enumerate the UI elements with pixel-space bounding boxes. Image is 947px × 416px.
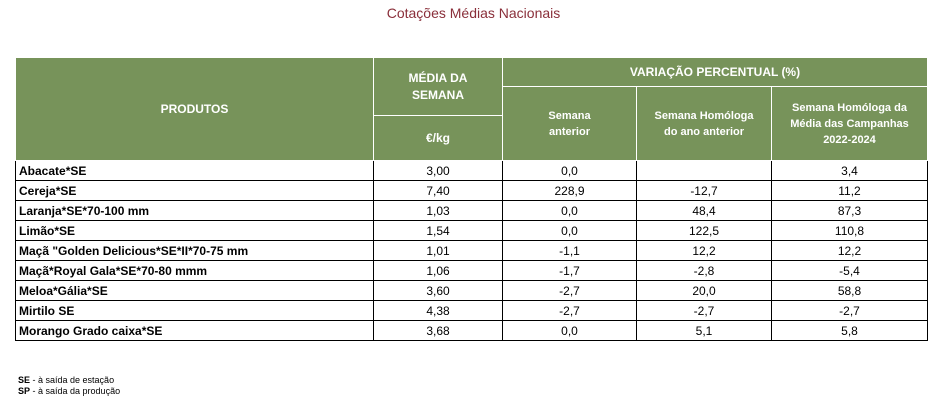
cell-media: 3,68: [373, 320, 503, 341]
table-row: Maçã "Golden Delicious*SE*II*70-75 mm 1,0…: [15, 240, 928, 261]
cell-anterior: 0,0: [502, 220, 637, 241]
cell-media: 3,60: [373, 280, 503, 301]
cell-media: 3,00: [373, 160, 503, 181]
cell-campanhas: 110,8: [771, 220, 928, 241]
header-campanhas: Semana Homóloga da Média das Campanhas 2…: [771, 86, 928, 161]
cell-anterior: -1,7: [502, 260, 637, 281]
cell-anterior: 0,0: [502, 160, 637, 181]
cell-produto: Cereja*SE: [15, 180, 374, 201]
cell-produto: Laranja*SE*70-100 mm: [15, 200, 374, 221]
header-semana-anterior-l2: anterior: [549, 125, 590, 138]
cell-produto: Maçã*Royal Gala*SE*70-80 mmm: [15, 260, 374, 281]
cell-campanhas: 58,8: [771, 280, 928, 301]
cell-anterior: 228,9: [502, 180, 637, 201]
page-title: Cotações Médias Nacionais: [386, 5, 561, 21]
header-homologa: Semana Homóloga do ano anterior: [636, 86, 772, 161]
legend-abbr: SE: [18, 375, 31, 385]
table-row: Mirtilo SE 4,38 -2,7 -2,7 -2,7: [15, 300, 928, 321]
cell-produto: Morango Grado caixa*SE: [15, 320, 374, 341]
table-row: Maçã*Royal Gala*SE*70-80 mmm 1,06 -1,7 -2,8…: [15, 260, 928, 281]
cell-campanhas: 11,2: [771, 180, 928, 201]
header-media-line2: SEMANA: [411, 87, 464, 102]
cell-anterior: -2,7: [502, 280, 637, 301]
header-homologa-l2: do ano anterior: [663, 125, 745, 138]
cell-campanhas: 87,3: [771, 200, 928, 221]
cell-produto: Limão*SE: [15, 220, 374, 241]
cell-homologa: 5,1: [636, 320, 772, 341]
cell-homologa: -2,7: [636, 300, 772, 321]
header-campanhas-l2: Média das Campanhas: [790, 117, 909, 130]
cell-homologa: 48,4: [636, 200, 772, 221]
table-row: Abacate*SE 3,00 0,0 3,4: [15, 160, 928, 181]
header-variacao: VARIAÇÃO PERCENTUAL (%): [502, 57, 928, 87]
cell-homologa: 122,5: [636, 220, 772, 241]
cell-anterior: 0,0: [502, 320, 637, 341]
cell-media: 1,03: [373, 200, 503, 221]
cell-produto: Mirtilo SE: [15, 300, 374, 321]
legend-text: - à saída de estação: [30, 375, 115, 385]
cell-media: 4,38: [373, 300, 503, 321]
header-campanhas-l3: 2022-2024: [823, 133, 876, 146]
cell-media: 1,01: [373, 240, 503, 261]
header-media-line1: MÉDIA DA: [408, 70, 468, 85]
header-semana-anterior: Semana anterior: [502, 86, 637, 161]
table-row: Meloa*Gália*SE 3,60 -2,7 20,0 58,8: [15, 280, 928, 301]
legend-text: - à saída da produção: [30, 386, 121, 396]
cell-produto: Meloa*Gália*SE: [15, 280, 374, 301]
cell-homologa: 12,2: [636, 240, 772, 261]
cell-homologa: [636, 160, 772, 181]
table-row: Limão*SE 1,54 0,0 122,5 110,8: [15, 220, 928, 241]
legend-abbr: SP: [18, 386, 31, 396]
cell-anterior: -2,7: [502, 300, 637, 321]
cell-homologa: -12,7: [636, 180, 772, 201]
table-row: Morango Grado caixa*SE 3,68 0,0 5,1 5,8: [15, 320, 928, 341]
cell-campanhas: -5,4: [771, 260, 928, 281]
cell-anterior: 0,0: [502, 200, 637, 221]
cell-produto: Maçã "Golden Delicious*SE*II*70-75 mm: [15, 240, 374, 261]
header-media: MÉDIA DA SEMANA: [373, 57, 503, 116]
cell-campanhas: 12,2: [771, 240, 928, 261]
cell-anterior: -1,1: [502, 240, 637, 261]
cell-produto: Abacate*SE: [15, 160, 374, 181]
legend: SE - à saída de estação SP - à saída da …: [18, 375, 120, 397]
cell-campanhas: -2,7: [771, 300, 928, 321]
table-row: Laranja*SE*70-100 mm 1,03 0,0 48,4 87,3: [15, 200, 928, 221]
header-semana-anterior-l1: Semana: [548, 109, 591, 122]
table-row: Cereja*SE 7,40 228,9 -12,7 11,2: [15, 180, 928, 201]
cell-media: 7,40: [373, 180, 503, 201]
legend-item-se: SE - à saída de estação: [18, 375, 120, 386]
header-homologa-l1: Semana Homóloga: [654, 109, 754, 122]
cell-media: 1,06: [373, 260, 503, 281]
legend-item-sp: SP - à saída da produção: [18, 386, 120, 397]
header-campanhas-l1: Semana Homóloga da: [792, 101, 907, 114]
cell-homologa: 20,0: [636, 280, 772, 301]
cell-campanhas: 3,4: [771, 160, 928, 181]
header-produtos: PRODUTOS: [15, 57, 374, 161]
cell-campanhas: 5,8: [771, 320, 928, 341]
prices-table: PRODUTOS MÉDIA DA SEMANA VARIAÇÃO PERCEN…: [15, 57, 928, 341]
header-unit: €/kg: [373, 115, 503, 161]
cell-media: 1,54: [373, 220, 503, 241]
cell-homologa: -2,8: [636, 260, 772, 281]
